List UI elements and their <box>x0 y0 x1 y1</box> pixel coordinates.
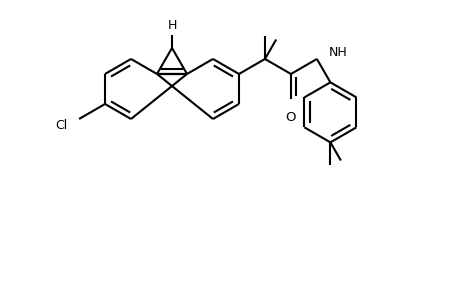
Text: H: H <box>167 19 176 32</box>
Text: O: O <box>285 112 296 124</box>
Text: NH: NH <box>328 46 347 59</box>
Text: Cl: Cl <box>55 119 67 132</box>
